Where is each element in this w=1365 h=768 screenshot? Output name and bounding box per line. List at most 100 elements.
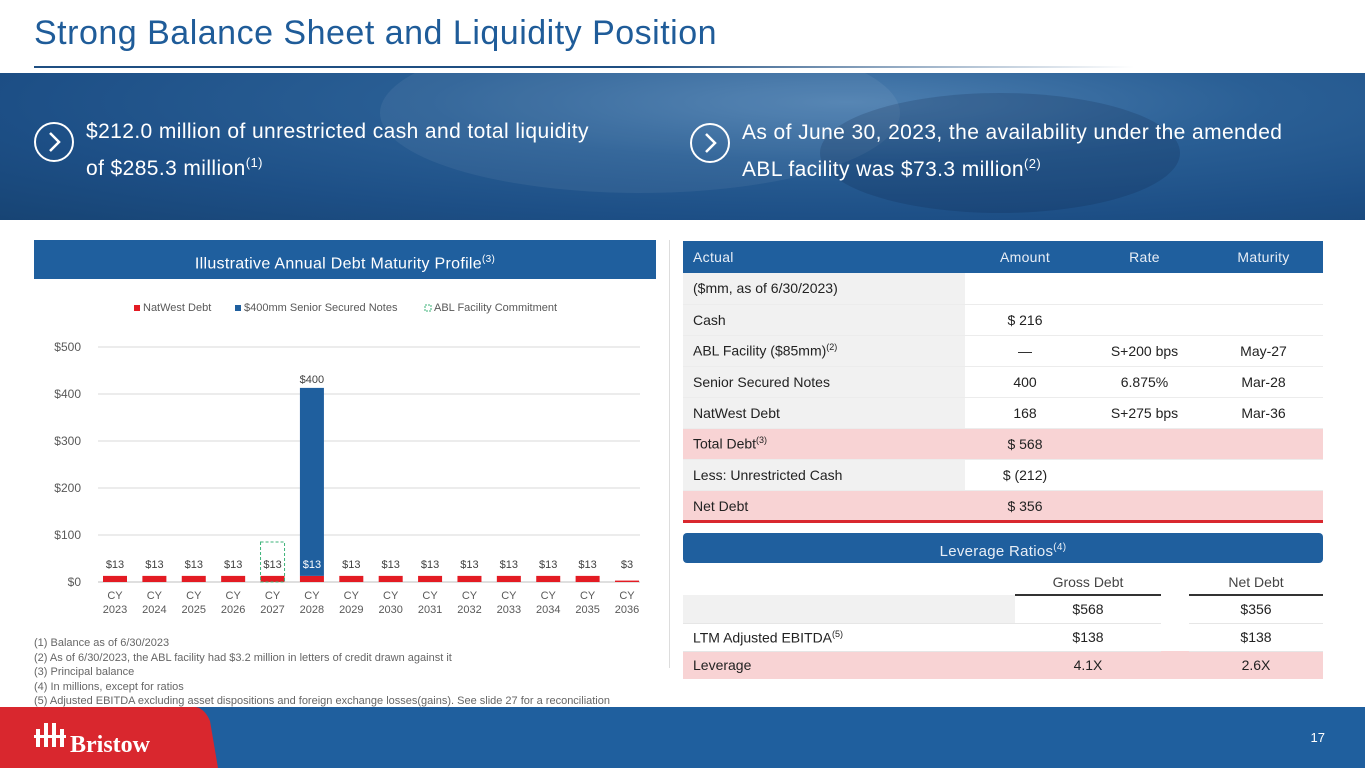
chevron-right-icon xyxy=(34,122,74,162)
data-label: $13 xyxy=(382,559,400,571)
data-label: $13 xyxy=(460,559,478,571)
leverage-net-value: 2.6X xyxy=(1189,651,1323,679)
amount-cell: $ 216 xyxy=(965,304,1085,336)
x-tick-label: 2033 xyxy=(497,604,521,616)
rate-cell xyxy=(1085,428,1204,460)
x-tick-label: CY xyxy=(619,590,635,602)
y-tick-label: $100 xyxy=(54,528,81,542)
x-tick-label: CY xyxy=(186,590,202,602)
maturity-cell-text: Mar-36 xyxy=(1241,404,1286,421)
rate-cell-text: 6.875% xyxy=(1120,373,1169,390)
rate-cell xyxy=(1085,490,1204,522)
row-label: Net Debt xyxy=(683,490,965,522)
column-header-gross-debt: Gross Debt xyxy=(1015,569,1161,596)
maturity-cell xyxy=(1204,490,1323,522)
bar-natwest-debt xyxy=(103,575,127,582)
row-label-text: Less: Unrestricted Cash xyxy=(693,466,843,483)
amount-cell-text: $ 568 xyxy=(1007,435,1043,452)
row-label-text: Total Debt xyxy=(693,435,757,452)
column-divider xyxy=(669,240,670,668)
footnote: (1) Balance as of 6/30/2023 xyxy=(34,637,170,649)
column-header-amount: Amount xyxy=(965,241,1085,273)
y-tick-label: $300 xyxy=(54,434,81,448)
maturity-cell: Mar-36 xyxy=(1204,397,1323,429)
amount-cell-text: 168 xyxy=(1013,404,1037,421)
row-label: ($mm, as of 6/30/2023) xyxy=(683,273,965,305)
leverage-header: Leverage Ratios(4) xyxy=(683,533,1323,563)
x-tick-label: 2026 xyxy=(221,604,245,616)
bristow-logo: Bristow xyxy=(0,707,220,768)
data-label: $13 xyxy=(342,559,360,571)
x-tick-label: CY xyxy=(541,590,557,602)
row-label: ABL Facility ($85mm)(2) xyxy=(683,335,965,367)
legend-swatch xyxy=(424,304,432,312)
net-debt-underline xyxy=(683,520,1323,523)
rate-cell: S+275 bps xyxy=(1085,397,1204,429)
data-label: $13 xyxy=(106,559,124,571)
table-row: Senior Secured Notes 400 6.875% Mar-28 xyxy=(683,366,1323,398)
x-tick-label: 2029 xyxy=(339,604,363,616)
bar-natwest-debt xyxy=(299,575,324,582)
legend-label: ABL Facility Commitment xyxy=(434,302,557,314)
amount-cell-text: $ (212) xyxy=(1002,466,1048,483)
amount-cell-text: — xyxy=(1018,342,1032,359)
bar-natwest-debt xyxy=(575,575,600,582)
x-tick-label: 2035 xyxy=(575,604,599,616)
debt-table-header: Actual Amount Rate Maturity xyxy=(683,241,1323,273)
y-tick-label: $0 xyxy=(68,575,82,589)
callout-abl: As of June 30, 2023, the availability un… xyxy=(690,117,1310,185)
table-row: Net Debt $ 356 xyxy=(683,490,1323,522)
x-tick-label: 2036 xyxy=(615,604,639,616)
leverage-column-headers: Gross Debt Net Debt xyxy=(683,569,1323,596)
maturity-cell: May-27 xyxy=(1204,335,1323,367)
bar-natwest-debt xyxy=(536,575,561,582)
footnote: (2) As of 6/30/2023, the ABL facility ha… xyxy=(34,651,452,664)
hero-banner xyxy=(0,73,1365,220)
column-header-rate: Rate xyxy=(1085,241,1204,273)
footnote: (3) Principal balance xyxy=(34,666,135,679)
rate-cell: S+200 bps xyxy=(1085,335,1204,367)
leverage-label: Leverage xyxy=(683,651,1015,679)
y-tick-label: $400 xyxy=(54,387,81,401)
amount-cell: 168 xyxy=(965,397,1085,429)
bar-natwest-debt xyxy=(496,575,521,582)
maturity-cell xyxy=(1204,459,1323,491)
table-row: Cash $ 216 xyxy=(683,304,1323,336)
x-tick-label: 2025 xyxy=(182,604,206,616)
x-tick-label: 2031 xyxy=(418,604,442,616)
amount-cell: 400 xyxy=(965,366,1085,398)
y-tick-label: $500 xyxy=(54,340,81,354)
table-row: NatWest Debt 168 S+275 bps Mar-36 xyxy=(683,397,1323,429)
data-label: $3 xyxy=(621,559,633,571)
x-tick-label: CY xyxy=(265,590,281,602)
legend-label: $400mm Senior Secured Notes xyxy=(244,302,398,314)
maturity-cell xyxy=(1204,304,1323,336)
footnote: (5) Adjusted EBITDA excluding asset disp… xyxy=(34,695,610,708)
rate-cell: 6.875% xyxy=(1085,366,1204,398)
footnote-ref: (4) xyxy=(1053,542,1067,553)
legend-label: NatWest Debt xyxy=(143,302,211,314)
amount-cell: $ 356 xyxy=(965,490,1085,522)
row-label-text: Net Debt xyxy=(693,497,749,514)
amount-cell-text: $ 216 xyxy=(1007,311,1043,328)
bar-natwest-debt xyxy=(221,575,246,582)
bar-natwest-debt xyxy=(142,575,167,582)
maturity-cell-text: Mar-28 xyxy=(1241,373,1286,390)
amount-cell: $ (212) xyxy=(965,459,1085,491)
bar--400mm-senior-secured-notes xyxy=(299,387,324,576)
ebitda-gross-value: $138 xyxy=(1015,623,1161,652)
data-label: $13 xyxy=(421,559,439,571)
x-tick-label: CY xyxy=(422,590,438,602)
data-label: $13 xyxy=(263,559,281,571)
chevron-right-icon xyxy=(690,123,730,163)
ebitda-net-value: $138 xyxy=(1189,623,1323,652)
bar-natwest-debt xyxy=(418,575,443,582)
footnotes: (1) Balance as of 6/30/2023 (2) As of 6/… xyxy=(34,636,610,709)
x-tick-label: CY xyxy=(304,590,320,602)
chart-header: Illustrative Annual Debt Maturity Profil… xyxy=(34,240,656,279)
rate-cell xyxy=(1085,459,1204,491)
rate-cell xyxy=(1085,273,1204,305)
maturity-cell xyxy=(1204,273,1323,305)
footnote-ref: (3) xyxy=(481,254,496,265)
net-debt-value: $356 xyxy=(1189,595,1323,624)
